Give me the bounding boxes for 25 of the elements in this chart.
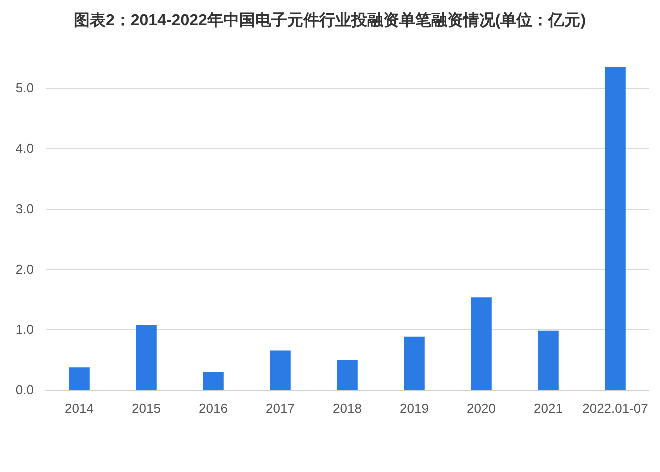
y-tick-label: 0.0 (16, 382, 34, 398)
bar (69, 368, 90, 390)
y-tick-label: 4.0 (16, 141, 34, 156)
bar (203, 372, 224, 390)
bar (538, 330, 559, 390)
y-tick-label: 2.0 (16, 262, 34, 277)
y-tick-label: 3.0 (16, 201, 34, 216)
x-tick-label: 2021 (534, 401, 563, 416)
x-tick-label: 2017 (266, 401, 295, 416)
x-tick-label: 2014 (65, 401, 94, 416)
chart-title: 图表2：2014-2022年中国电子元件行业投融资单笔融资情况(单位：亿元) (74, 12, 586, 30)
bar (471, 298, 492, 390)
y-tick-label: 1.0 (16, 322, 34, 338)
x-tick-label: 2015 (132, 401, 161, 416)
x-tick-label: 2016 (199, 401, 228, 416)
bar (136, 325, 157, 390)
x-tick-label: 2020 (467, 401, 496, 416)
x-tick-label: 2022.01-07 (582, 401, 648, 416)
x-tick-label: 2019 (400, 401, 429, 416)
bar (605, 67, 626, 390)
y-tick-label: 5.0 (16, 80, 34, 96)
x-tick-label: 2018 (333, 401, 362, 416)
bar (404, 336, 425, 390)
bar (337, 360, 358, 390)
bar (270, 350, 291, 390)
